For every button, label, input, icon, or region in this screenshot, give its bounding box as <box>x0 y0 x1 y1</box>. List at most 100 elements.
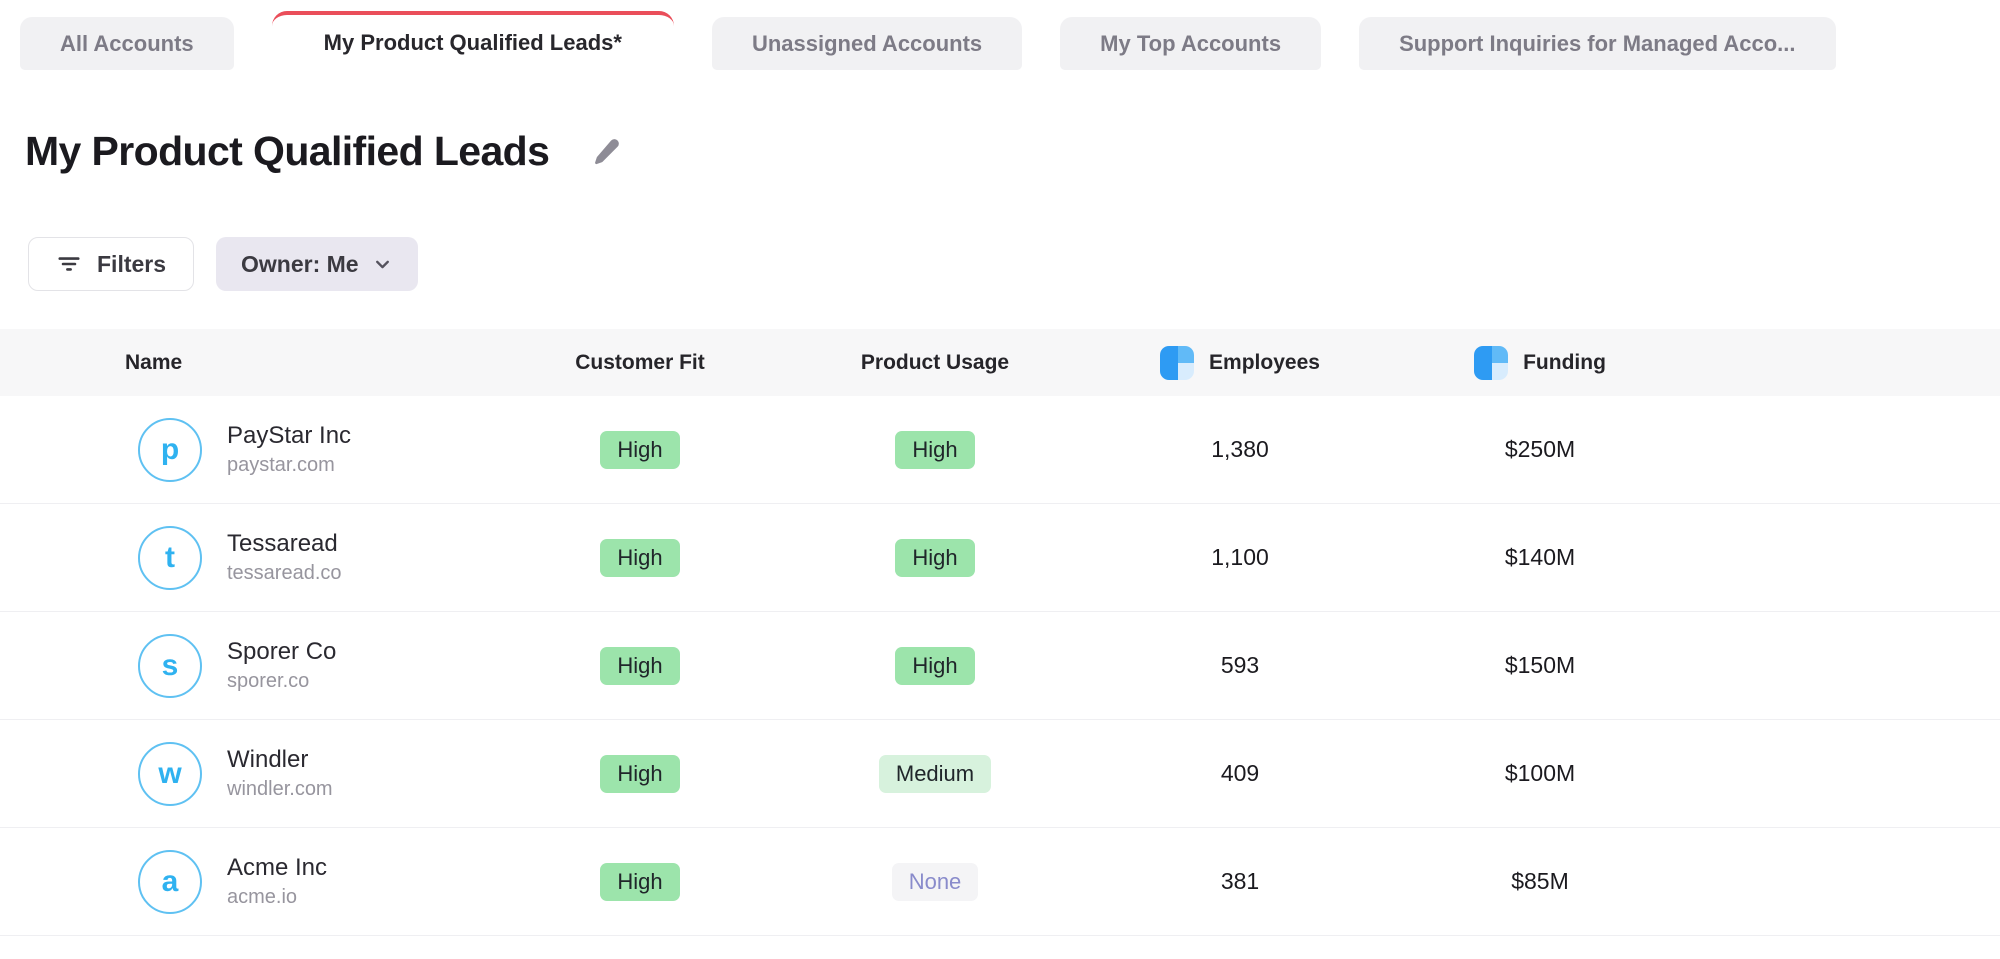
page-head: My Product Qualified Leads <box>25 128 2000 175</box>
cell-product-usage[interactable]: High <box>800 538 1070 577</box>
tab-unassigned-accounts[interactable]: Unassigned Accounts <box>711 17 1023 70</box>
company-name[interactable]: Sporer Co <box>227 637 337 665</box>
column-header-employees[interactable]: Employees <box>1070 345 1410 380</box>
company-avatar: a <box>138 849 202 914</box>
toolbar: Filters Owner: Me <box>28 237 2000 291</box>
funding-value: $85M <box>1511 868 1569 894</box>
table-row-sporer-co[interactable]: s Sporer Co sporer.co High High 593 $150M <box>0 612 2000 720</box>
tab-support-inquiries-for-managed-acco[interactable]: Support Inquiries for Managed Acco... <box>1359 17 1836 70</box>
view-tab-bar: All Accounts My Product Qualified Leads* U… <box>0 0 2000 70</box>
pencil-icon <box>595 139 620 165</box>
enrichment-provider-icon <box>1474 345 1509 380</box>
funding-value: $100M <box>1504 760 1576 786</box>
filter-icon <box>58 257 80 271</box>
cell-customer-fit[interactable]: High <box>480 862 800 901</box>
employees-value: 593 <box>1220 652 1260 678</box>
customer-fit-badge: High <box>600 754 680 793</box>
cell-funding[interactable]: $150M <box>1410 652 1670 679</box>
employees-value: 381 <box>1220 868 1260 894</box>
employees-value: 409 <box>1220 760 1260 786</box>
cell-customer-fit[interactable]: High <box>480 754 800 793</box>
product-usage-badge: High <box>895 430 975 469</box>
owner-filter-label: Owner: Me <box>241 250 359 277</box>
company-domain: windler.com <box>227 778 333 801</box>
column-header-product-usage[interactable]: Product Usage <box>800 351 1070 375</box>
cell-employees[interactable]: 1,100 <box>1070 544 1410 571</box>
cell-product-usage[interactable]: Medium <box>800 754 1070 793</box>
accounts-table: Name Customer Fit Product Usage Employees Fu… <box>0 329 2000 936</box>
company-avatar: s <box>138 633 202 698</box>
product-usage-badge: None <box>891 862 979 901</box>
cell-customer-fit[interactable]: High <box>480 430 800 469</box>
enrichment-provider-icon <box>1160 345 1195 380</box>
cell-product-usage[interactable]: High <box>800 646 1070 685</box>
tab-label: My Top Accounts <box>1100 30 1282 56</box>
filters-button[interactable]: Filters <box>28 237 195 291</box>
cell-funding[interactable]: $85M <box>1410 868 1670 895</box>
company-name[interactable]: Tessaread <box>227 529 338 557</box>
cell-product-usage[interactable]: High <box>800 430 1070 469</box>
cell-employees[interactable]: 409 <box>1070 760 1410 787</box>
cell-employees[interactable]: 1,380 <box>1070 436 1410 463</box>
customer-fit-badge: High <box>600 646 680 685</box>
chevron-down-icon <box>375 260 389 268</box>
edit-title-button[interactable] <box>593 138 620 165</box>
cell-name[interactable]: a Acme Inc acme.io <box>0 849 480 914</box>
table-row-tessaread[interactable]: t Tessaread tessaread.co High High 1,100 $140M <box>0 504 2000 612</box>
product-usage-badge: High <box>895 538 975 577</box>
accounts-view: All Accounts My Product Qualified Leads* U… <box>0 0 2000 936</box>
tab-all-accounts[interactable]: All Accounts <box>20 17 234 70</box>
cell-product-usage[interactable]: None <box>800 862 1070 901</box>
cell-name[interactable]: s Sporer Co sporer.co <box>0 633 480 698</box>
column-header-label: Name <box>125 350 183 374</box>
company-domain: paystar.com <box>227 454 335 477</box>
tab-label: Unassigned Accounts <box>751 30 983 56</box>
company-name[interactable]: Windler <box>227 745 309 773</box>
cell-funding[interactable]: $140M <box>1410 544 1670 571</box>
cell-employees[interactable]: 381 <box>1070 868 1410 895</box>
funding-value: $140M <box>1504 544 1576 570</box>
cell-name[interactable]: p PayStar Inc paystar.com <box>0 417 480 482</box>
page-title: My Product Qualified Leads <box>25 128 550 174</box>
company-domain: tessaread.co <box>227 562 342 585</box>
tab-label: All Accounts <box>60 30 194 56</box>
cell-customer-fit[interactable]: High <box>480 646 800 685</box>
customer-fit-badge: High <box>600 538 680 577</box>
customer-fit-badge: High <box>600 862 680 901</box>
company-avatar: t <box>138 525 202 590</box>
company-domain: sporer.co <box>227 670 310 693</box>
company-avatar: p <box>138 417 202 482</box>
customer-fit-badge: High <box>600 430 680 469</box>
table-row-windler[interactable]: w Windler windler.com High Medium 409 $100M <box>0 720 2000 828</box>
product-usage-badge: High <box>895 646 975 685</box>
table-header-row: Name Customer Fit Product Usage Employees Fu… <box>0 329 2000 396</box>
cell-name[interactable]: w Windler windler.com <box>0 741 480 806</box>
cell-name[interactable]: t Tessaread tessaread.co <box>0 525 480 590</box>
column-header-label: Product Usage <box>860 350 1010 374</box>
cell-customer-fit[interactable]: High <box>480 538 800 577</box>
table-row-acme-inc[interactable]: a Acme Inc acme.io High None 381 $85M <box>0 828 2000 936</box>
tab-label: My Product Qualified Leads* <box>323 29 622 55</box>
product-usage-badge: Medium <box>878 754 992 793</box>
employees-value: 1,380 <box>1211 436 1269 462</box>
column-header-funding[interactable]: Funding <box>1410 345 1670 380</box>
table-row-paystar-inc[interactable]: p PayStar Inc paystar.com High High 1,380 $250… <box>0 396 2000 504</box>
company-name[interactable]: Acme Inc <box>227 853 328 881</box>
owner-filter-button[interactable]: Owner: Me <box>216 237 418 291</box>
column-header-label: Employees <box>1209 350 1320 374</box>
company-domain: acme.io <box>227 886 298 909</box>
cell-funding[interactable]: $100M <box>1410 760 1670 787</box>
tab-my-product-qualified-leads[interactable]: My Product Qualified Leads* <box>271 11 674 70</box>
tab-label: Support Inquiries for Managed Acco... <box>1399 30 1796 56</box>
cell-employees[interactable]: 593 <box>1070 652 1410 679</box>
column-header-label: Customer Fit <box>575 350 705 374</box>
table-body: p PayStar Inc paystar.com High High 1,380 $250… <box>0 396 2000 936</box>
column-header-name[interactable]: Name <box>0 351 480 375</box>
filters-button-label: Filters <box>97 250 167 277</box>
cell-funding[interactable]: $250M <box>1410 436 1670 463</box>
tab-my-top-accounts[interactable]: My Top Accounts <box>1060 17 1322 70</box>
employees-value: 1,100 <box>1211 544 1269 570</box>
column-header-customer-fit[interactable]: Customer Fit <box>480 351 800 375</box>
funding-value: $150M <box>1504 652 1576 678</box>
company-name[interactable]: PayStar Inc <box>227 421 352 449</box>
